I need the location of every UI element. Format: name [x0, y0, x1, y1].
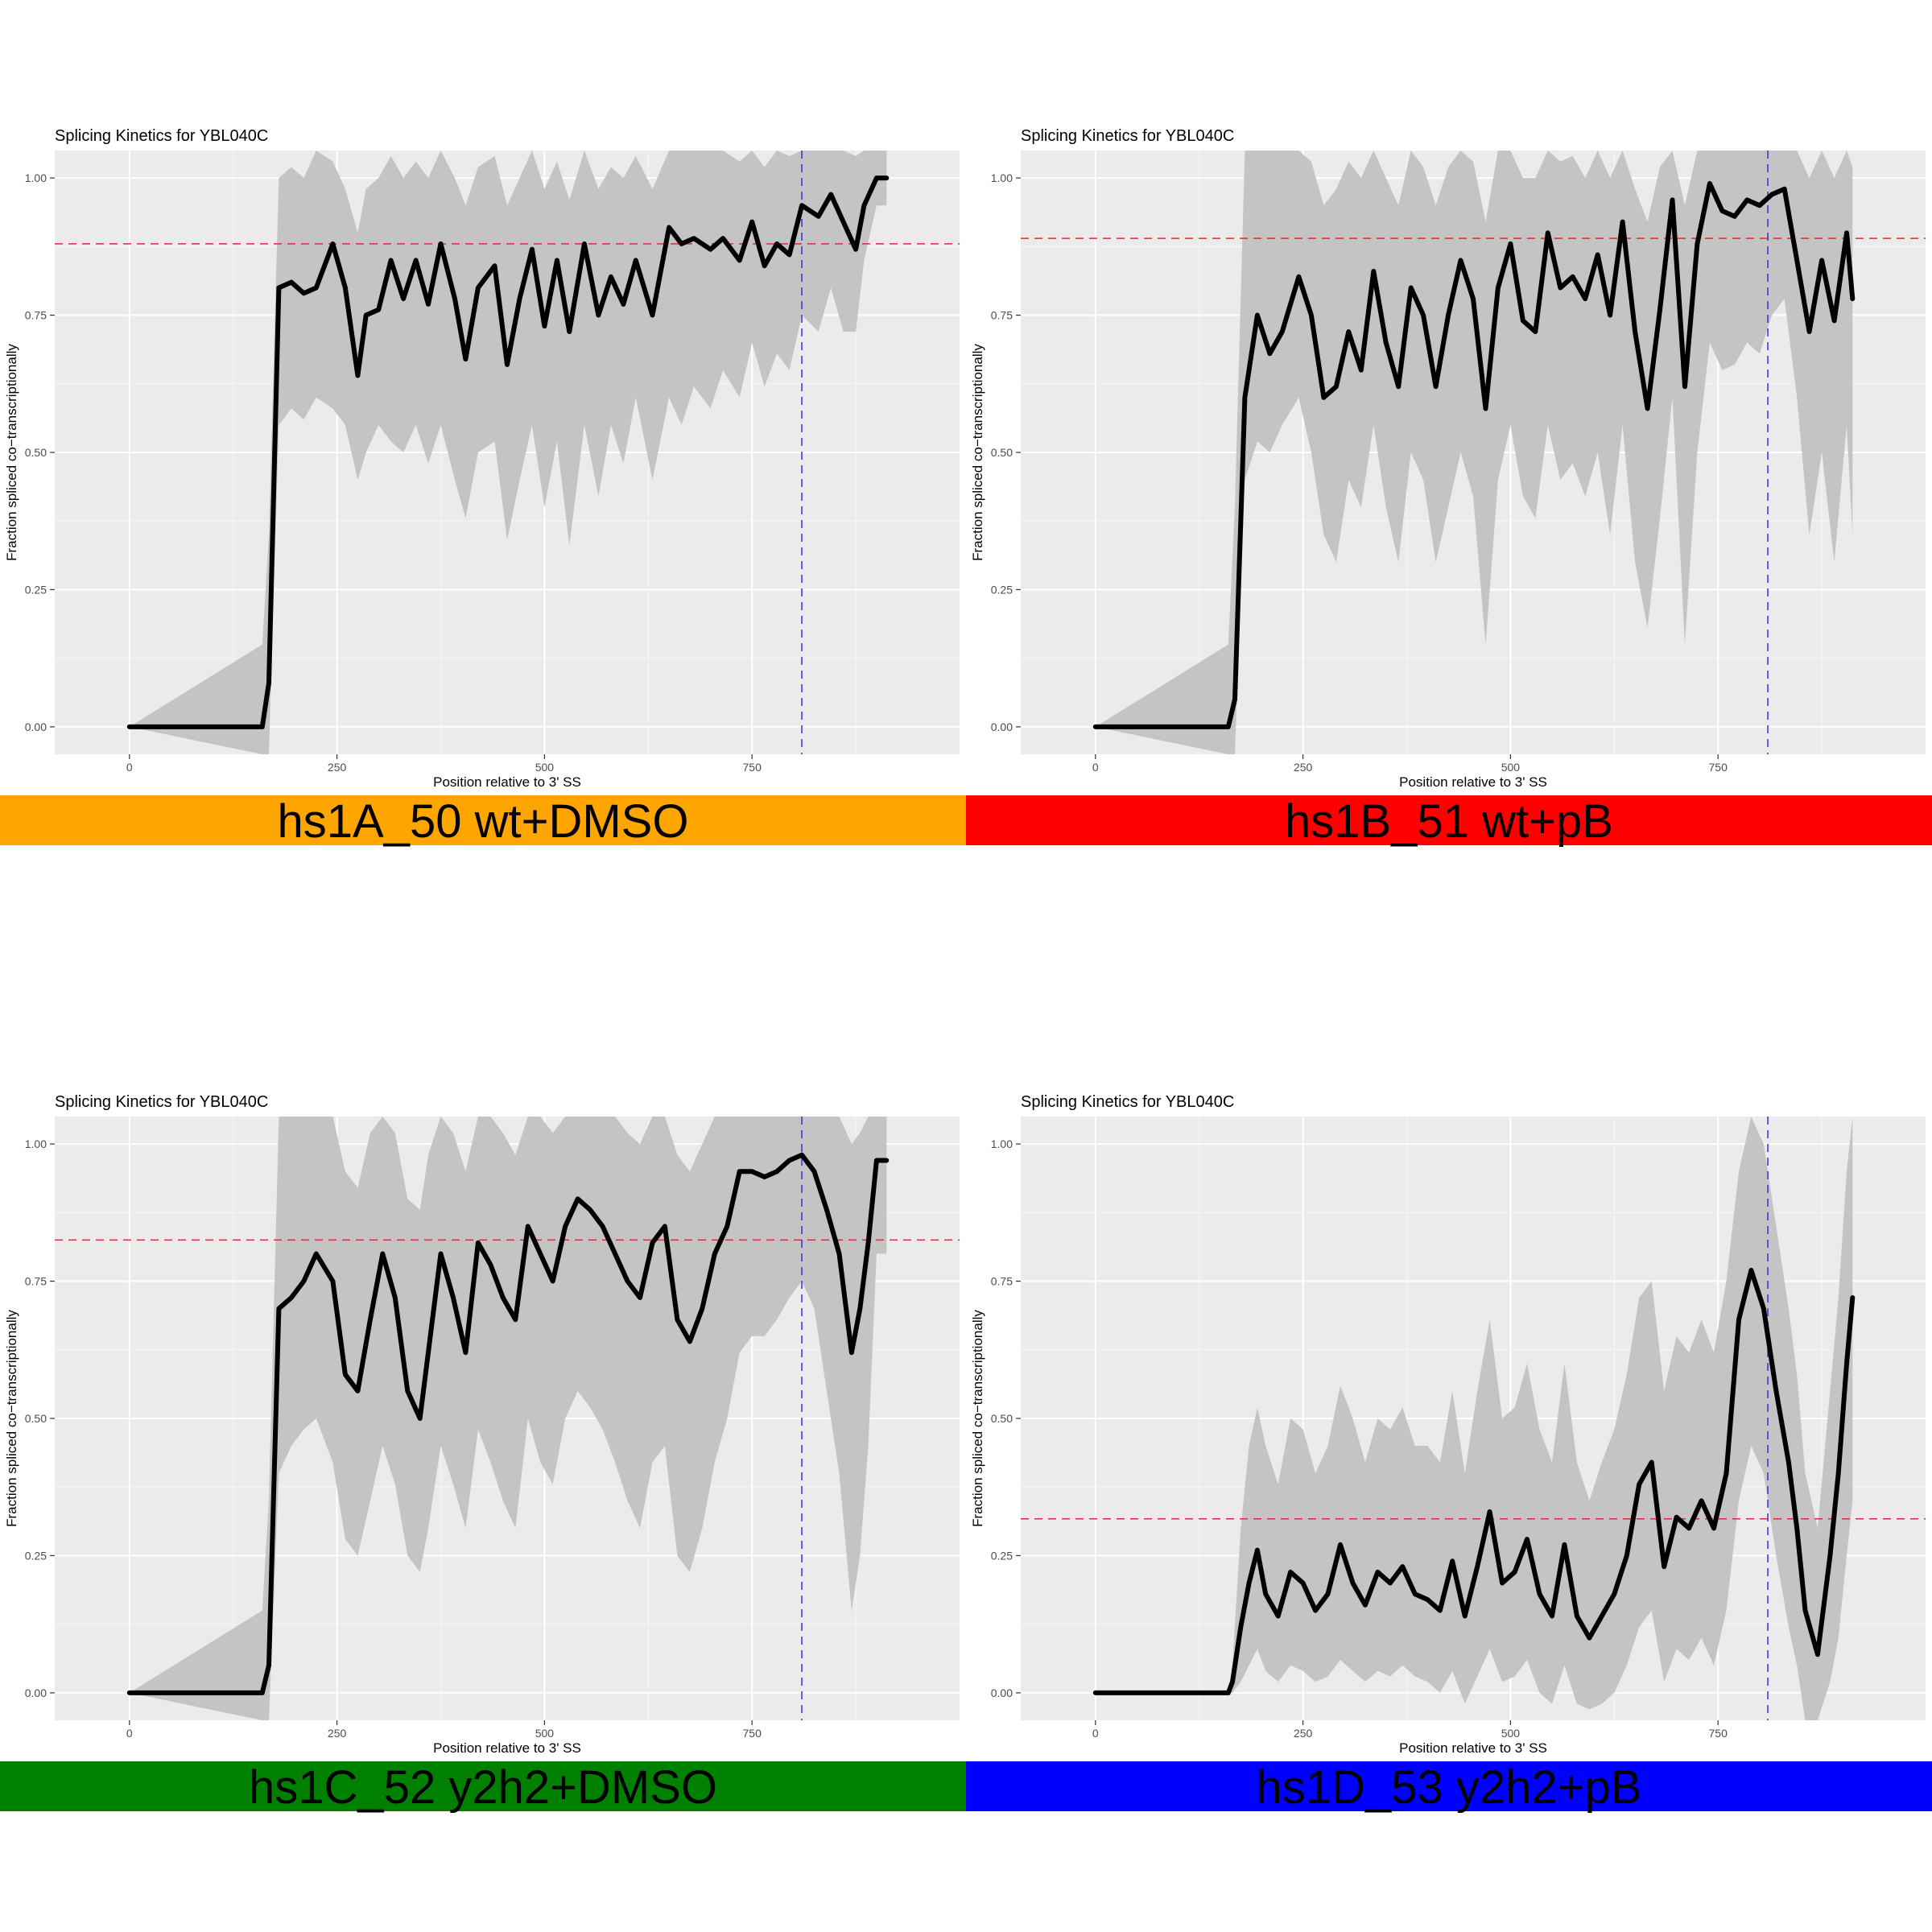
y-tick-label: 0.50 [25, 446, 47, 459]
y-axis-title: Fraction spliced co−transcriptionally [4, 1310, 19, 1527]
confidence-ribbon [129, 151, 887, 754]
y-tick-label: 0.00 [25, 1686, 47, 1699]
x-tick-label: 250 [328, 1727, 347, 1740]
sample-banner [966, 1761, 1932, 1811]
y-tick-label: 0.25 [991, 583, 1013, 596]
chart-panel-4: 0 250 500 750 0.00 0.25 0.50 0.75 1.00 Splicing K… [966, 1093, 1932, 1814]
chart-panel-3: 0 250 500 750 0.00 0.25 0.50 0.75 1.00 Splicing K… [0, 1093, 966, 1814]
y-tick-label: 0.00 [991, 720, 1013, 733]
y-tick-label: 1.00 [991, 1137, 1013, 1150]
x-tick-label: 500 [1501, 761, 1521, 774]
sample-banner [0, 1761, 966, 1811]
chart-title: Splicing Kinetics for YBL040C [1021, 1093, 1234, 1111]
x-axis-title: Position relative to 3' SS [1399, 774, 1547, 790]
chart-panel-1: 0 250 500 750 0.00 0.25 0.50 0.75 1.00 Splicing K… [0, 127, 966, 848]
x-tick-label: 750 [1709, 1727, 1728, 1740]
x-axis-title: Position relative to 3' SS [433, 1740, 581, 1756]
y-tick-label: 1.00 [991, 171, 1013, 184]
chart-title: Splicing Kinetics for YBL040C [55, 127, 268, 145]
y-tick-label: 0.50 [991, 1412, 1013, 1425]
sample-label: hs1D_53 y2h2+pB [1257, 1761, 1642, 1814]
y-tick-label: 0.25 [991, 1549, 1013, 1562]
y-tick-label: 0.50 [991, 446, 1013, 459]
x-tick-label: 750 [743, 1727, 762, 1740]
y-tick-label: 0.75 [991, 1275, 1013, 1288]
x-tick-label: 0 [126, 1727, 133, 1740]
y-tick-label: 0.00 [991, 1686, 1013, 1699]
x-axis-title: Position relative to 3' SS [1399, 1740, 1547, 1756]
series-line-mean [1092, 1267, 1856, 1695]
x-tick-label: 500 [535, 1727, 555, 1740]
chart-title: Splicing Kinetics for YBL040C [1021, 127, 1234, 145]
x-tick-label: 0 [1092, 761, 1099, 774]
x-axis-title: Position relative to 3' SS [433, 774, 581, 790]
y-tick-label: 0.75 [991, 309, 1013, 322]
y-axis-title: Fraction spliced co−transcriptionally [970, 1310, 985, 1527]
x-tick-label: 0 [1092, 1727, 1099, 1740]
sample-banner [966, 795, 1932, 845]
x-tick-label: 250 [328, 761, 347, 774]
y-tick-label: 0.25 [25, 1549, 47, 1562]
confidence-ribbon [1095, 1117, 1853, 1720]
y-tick-label: 0.25 [25, 583, 47, 596]
series-line-mean [126, 1152, 890, 1695]
y-tick-label: 0.75 [25, 309, 47, 322]
y-axis-title: Fraction spliced co−transcriptionally [4, 344, 19, 561]
y-tick-label: 1.00 [25, 1137, 47, 1150]
x-tick-label: 500 [535, 761, 555, 774]
series-line-mean [126, 175, 890, 729]
x-tick-label: 250 [1294, 761, 1313, 774]
chart-panel-2: 0 250 500 750 0.00 0.25 0.50 0.75 1.00 Splicing K… [966, 127, 1932, 848]
sample-label: hs1A_50 wt+DMSO [278, 795, 689, 848]
x-tick-label: 0 [126, 761, 133, 774]
series-line-mean [1092, 180, 1856, 729]
chart-title: Splicing Kinetics for YBL040C [55, 1093, 268, 1111]
y-tick-label: 0.50 [25, 1412, 47, 1425]
y-tick-label: 1.00 [25, 171, 47, 184]
sample-label: hs1B_51 wt+pB [1285, 795, 1613, 848]
x-tick-label: 500 [1501, 1727, 1521, 1740]
x-tick-label: 750 [1709, 761, 1728, 774]
x-tick-label: 750 [743, 761, 762, 774]
confidence-ribbon [129, 1117, 887, 1720]
y-tick-label: 0.00 [25, 720, 47, 733]
sample-banner [0, 795, 966, 845]
x-tick-label: 250 [1294, 1727, 1313, 1740]
sample-label: hs1C_52 y2h2+DMSO [249, 1761, 717, 1814]
y-axis-title: Fraction spliced co−transcriptionally [970, 344, 985, 561]
y-tick-label: 0.75 [25, 1275, 47, 1288]
